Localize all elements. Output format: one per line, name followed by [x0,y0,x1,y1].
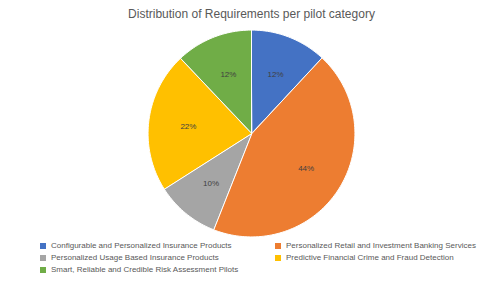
html-text:Configurable and Personalized: Configurable and Personalized Insurance … [51,241,232,250]
html-text:Personalized Usage Based Insur: Personalized Usage Based Insurance Produ… [51,253,219,262]
svg-text:44%: 44% [298,164,314,173]
svg-text:12%: 12% [220,70,236,79]
html-text:Smart, Reliable and Credible R: Smart, Reliable and Credible Risk Assess… [51,265,239,274]
svg-text:12%: 12% [268,70,284,79]
html-text:Distribution of Requirements p: Distribution of Requirements per pilot c… [128,7,375,21]
svg-text:10%: 10% [203,179,219,188]
svg-text:22%: 22% [180,122,196,131]
html-text:Predictive Financial Crime and: Predictive Financial Crime and Fraud Det… [286,253,454,262]
html-text:Personalized Retail and Invest: Personalized Retail and Investment Banki… [286,241,476,250]
